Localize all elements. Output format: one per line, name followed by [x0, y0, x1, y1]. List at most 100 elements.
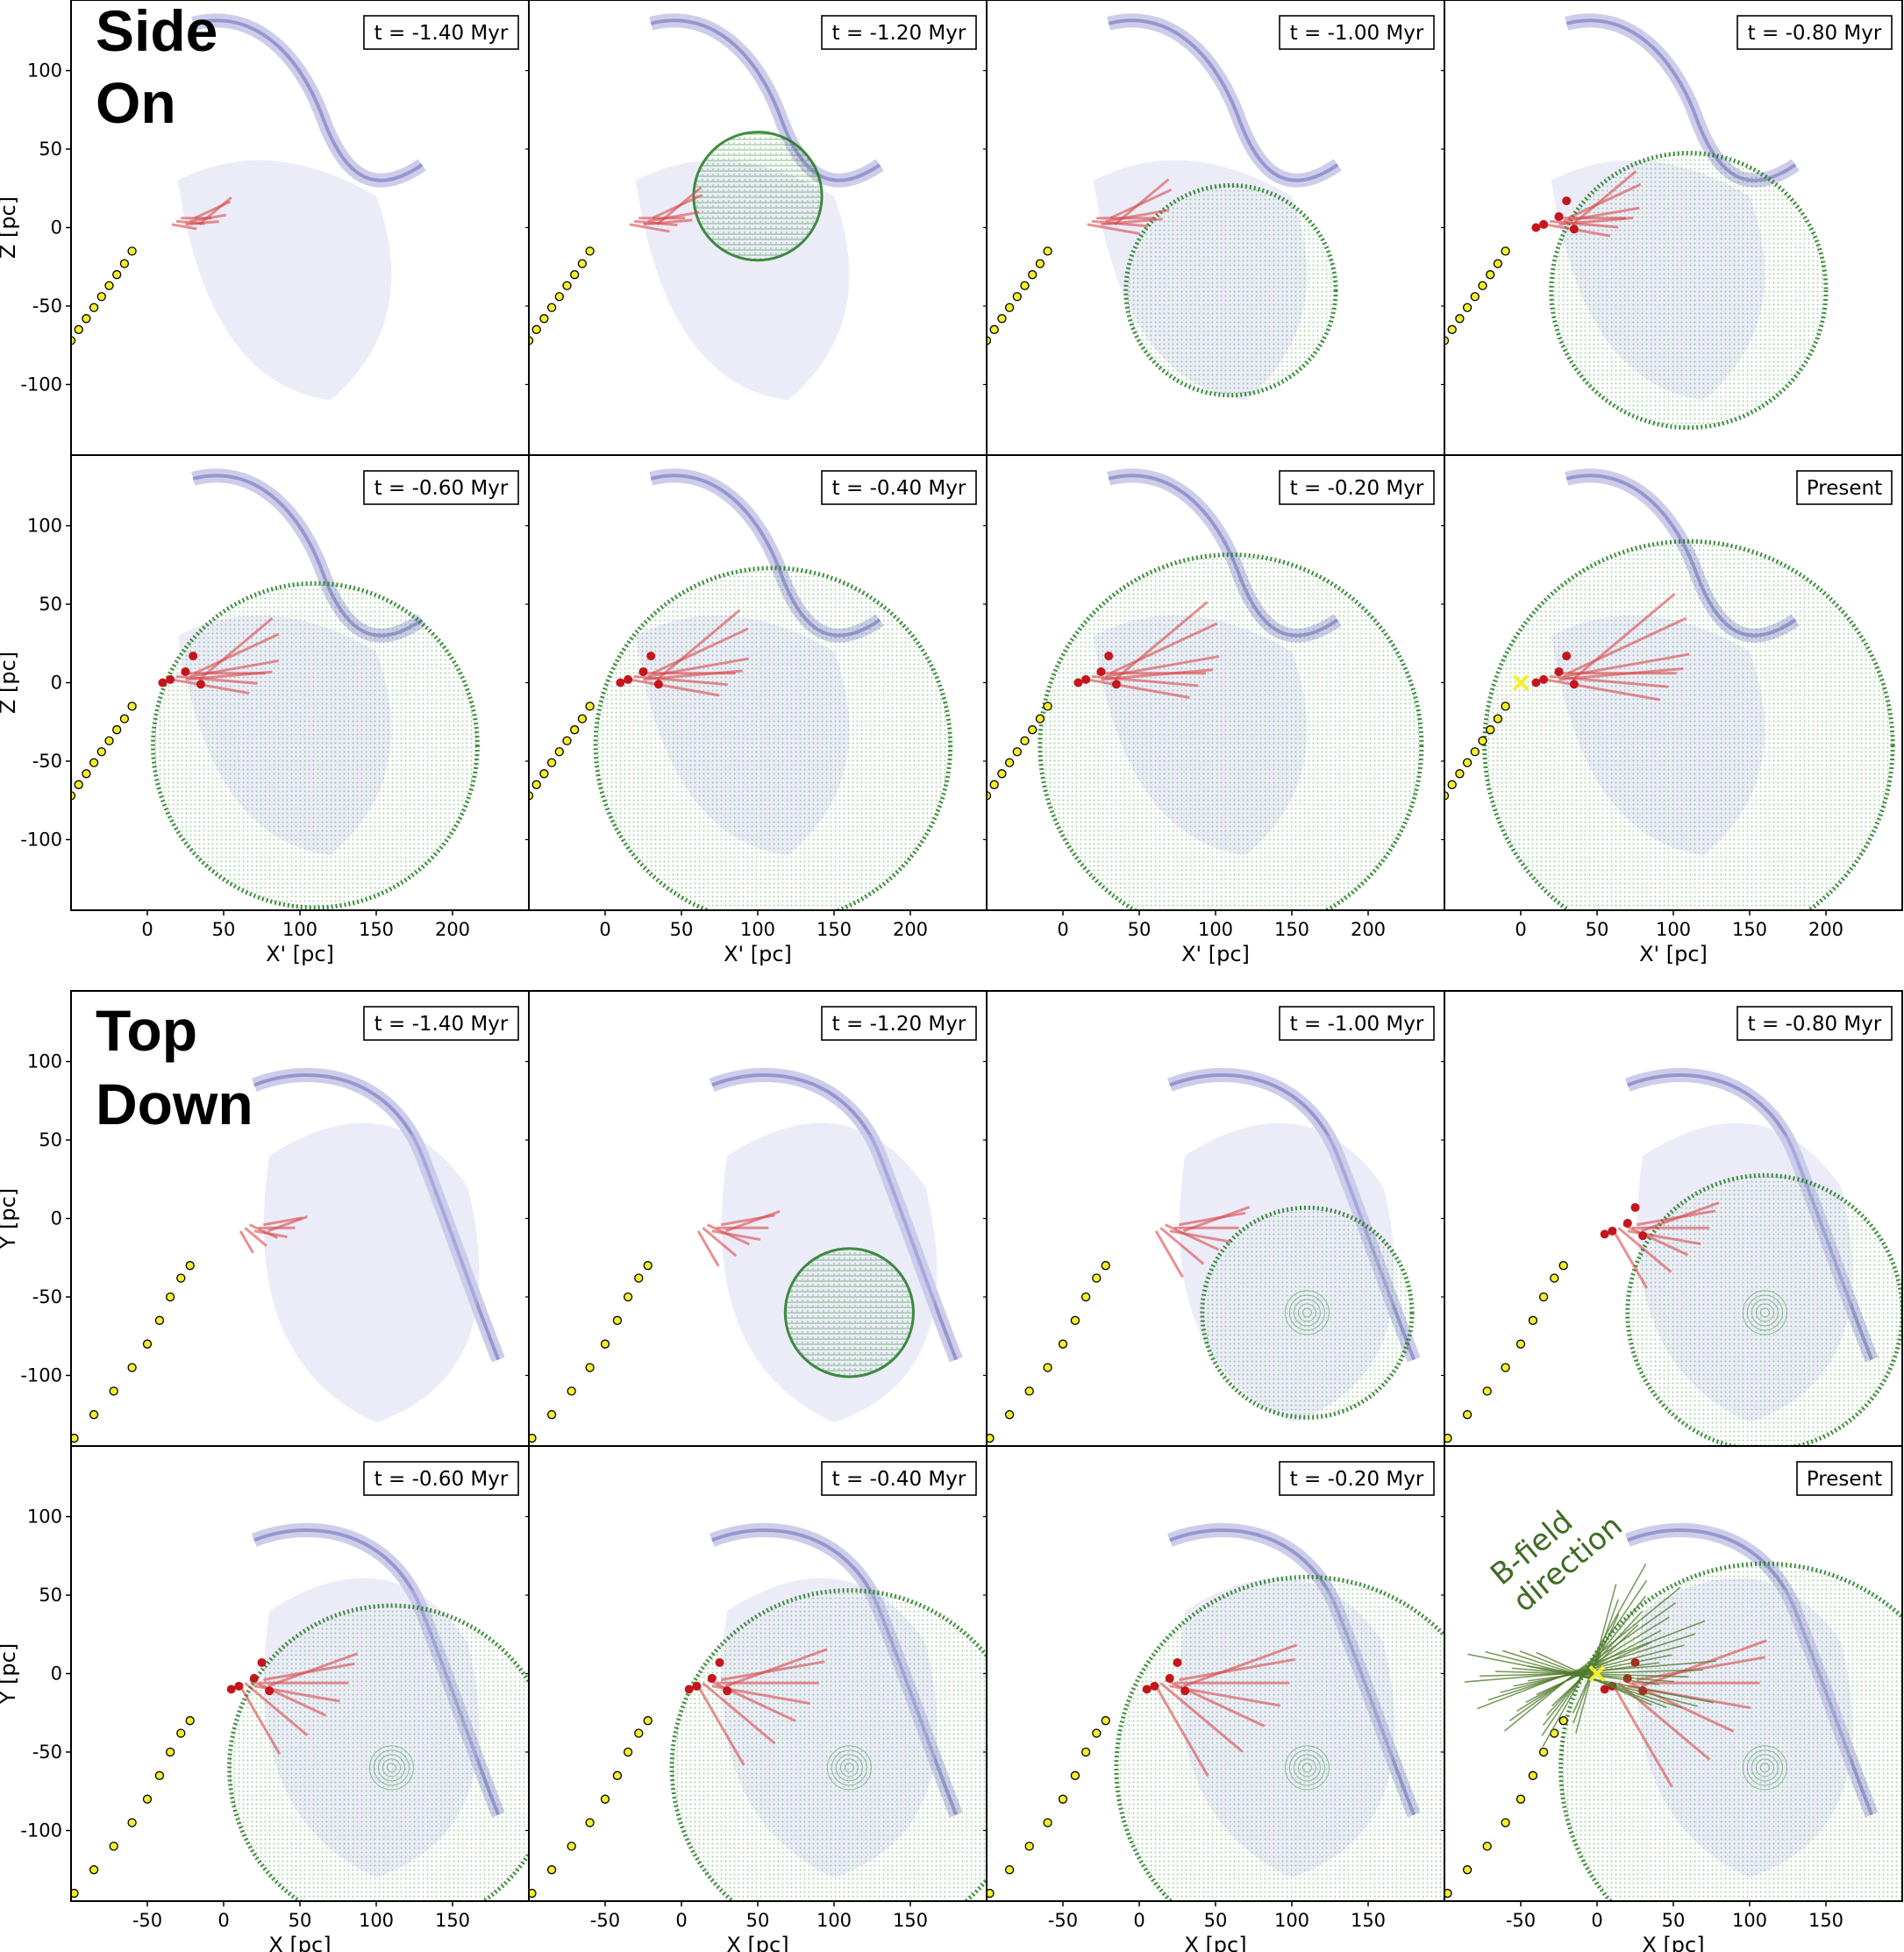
sun-track-point: [562, 736, 572, 745]
sun-track-point: [104, 281, 114, 290]
b-field-line: [1572, 1614, 1620, 1713]
panel-content: [71, 991, 529, 1446]
time-label-box: [821, 470, 977, 505]
star-position: [1600, 1229, 1609, 1239]
y-tick-label: 0: [51, 1663, 62, 1685]
time-label-box: [1796, 1461, 1893, 1496]
sun-track-point: [1024, 1842, 1034, 1851]
sun-track-point: [1004, 1865, 1015, 1875]
shell-center-ring: [1284, 1290, 1330, 1336]
star-track: [656, 609, 741, 681]
sun-track-point: [989, 780, 999, 789]
sun-track-point: [585, 1363, 595, 1372]
panel-content: [987, 991, 1444, 1446]
sun-track-point: [1482, 1386, 1492, 1396]
x-tick-label: 0: [675, 1910, 687, 1931]
y-tick-label: -50: [32, 1742, 62, 1763]
star-position: [715, 1657, 724, 1667]
sun-track-point: [185, 1716, 195, 1726]
star-track: [248, 1678, 327, 1717]
sun-track-point: [1493, 714, 1503, 723]
star-track: [1567, 182, 1642, 220]
sun-track-point: [1550, 1273, 1559, 1283]
time-label: t = -0.20 Myr: [1290, 477, 1424, 500]
star-track: [1109, 622, 1218, 675]
shell: [1558, 1561, 1902, 1901]
shell-center-ring: [1297, 1758, 1316, 1777]
sun-track-point: [531, 324, 541, 334]
shell-center-ring: [1293, 1299, 1321, 1327]
x-tick-label: 150: [1351, 1910, 1386, 1931]
sun-track-point: [176, 1728, 186, 1738]
star-position: [692, 1681, 702, 1691]
cloud-filament-core: [192, 18, 424, 182]
x-tick-label: 100: [740, 919, 775, 940]
star-track: [702, 1682, 776, 1745]
x-tick-label: 100: [1732, 1910, 1767, 1931]
panel-content: [71, 0, 529, 455]
x-tick-label: 50: [212, 919, 236, 940]
sun-track-point: [112, 725, 122, 735]
star-track: [1154, 1685, 1209, 1777]
sun-track-point: [585, 246, 595, 256]
star-position: [1531, 223, 1541, 232]
y-tick-label: 100: [27, 1051, 62, 1072]
sun-track-point: [1043, 246, 1052, 256]
x-tick-label: -50: [590, 1910, 620, 1931]
sun-track-point: [1101, 1261, 1110, 1271]
star-track: [702, 1227, 738, 1257]
time-label: t = -1.00 Myr: [1290, 1013, 1424, 1036]
x-tick-label: -50: [132, 1910, 162, 1931]
panel-side-7: Present 0 50 100 150 200 X' [pc]: [1441, 454, 1903, 966]
star-track: [1612, 1230, 1649, 1289]
shell-center-ring: [1742, 1290, 1787, 1336]
sun-track-point: [165, 1747, 175, 1757]
sun-track-point: [643, 1716, 652, 1726]
sun-track-point: [585, 702, 595, 711]
sun-track-point: [1092, 1273, 1102, 1283]
star-track: [1114, 178, 1170, 226]
shell-center-ring: [1755, 1758, 1774, 1777]
time-label: t = -1.00 Myr: [1290, 22, 1424, 45]
panel-top-4: t = -0.60 Myr -100 -50 0 50 100 Y [pc] -50 0 50 10…: [0, 1445, 530, 1952]
star-position: [265, 1686, 275, 1696]
sun-track-point: [71, 791, 76, 801]
sun-track-point: [176, 1273, 186, 1283]
sun-track-point: [1070, 1770, 1080, 1780]
shell-center-ring: [826, 1745, 872, 1791]
b-field-line: [1542, 1564, 1647, 1748]
group-title-line-1: Top: [96, 998, 197, 1063]
sun-track-point: [1501, 1363, 1510, 1372]
sun-track-point: [1004, 758, 1015, 767]
y-tick-label: 50: [39, 1129, 62, 1151]
shell: [1625, 1172, 1902, 1446]
x-axis-label: X [pc]: [1184, 1933, 1246, 1952]
x-axis-label: X [pc]: [1642, 1933, 1704, 1952]
time-label: Present: [1807, 1468, 1882, 1491]
sun-track-point: [119, 259, 130, 268]
sun-track-point: [600, 1794, 610, 1804]
cloud-filament-core: [1108, 18, 1339, 182]
shell-center-ring: [1293, 1754, 1321, 1782]
x-tick-label: 150: [1808, 1910, 1843, 1931]
panel-content: [71, 1446, 529, 1901]
star-track: [1558, 217, 1634, 226]
x-tick-label: 100: [359, 1910, 394, 1931]
sun-track-point: [165, 1292, 175, 1302]
star-position: [226, 1685, 236, 1694]
shell-center-ring: [839, 1758, 859, 1777]
x-axis-label: X [pc]: [726, 1933, 788, 1952]
star-position: [1600, 1685, 1609, 1694]
sun-track-point: [1043, 1363, 1052, 1372]
time-label-box: [821, 15, 977, 50]
x-tick-label: 150: [893, 1910, 928, 1931]
panel-background: [71, 0, 529, 455]
star-track: [244, 1682, 309, 1737]
panel-side-1: t = -1.20 Myr: [525, 0, 988, 456]
star-position: [1569, 680, 1579, 689]
sun-track-point: [997, 769, 1007, 779]
sun-track-point: [1444, 791, 1450, 801]
sun-track-point: [1024, 1386, 1034, 1396]
shell-center-ring: [835, 1754, 863, 1782]
y-axis-label: Y [pc]: [0, 1643, 20, 1705]
